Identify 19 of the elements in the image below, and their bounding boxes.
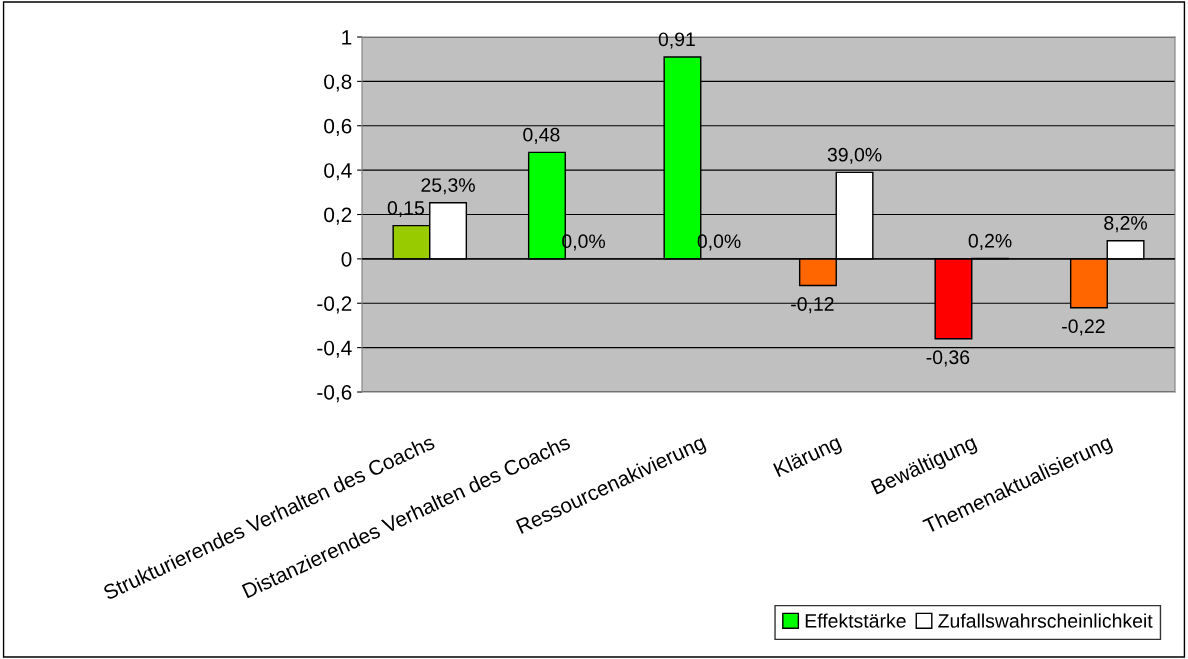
legend-label: Effektstärke <box>805 613 906 628</box>
data-label: 25,3% <box>421 178 475 195</box>
data-label: 0,91 <box>658 32 695 49</box>
data-label: 0,2% <box>968 233 1012 250</box>
y-tick-label: 0,4 <box>324 163 352 181</box>
y-tick-label: 0,6 <box>324 118 352 136</box>
y-tick-label: -0,2 <box>317 296 352 314</box>
y-tick-label: 0,2 <box>324 207 352 225</box>
data-label: 8,2% <box>1104 216 1148 233</box>
y-tick-label: 1 <box>342 30 352 45</box>
data-label: 39,0% <box>827 147 882 164</box>
y-tick-label: 0,8 <box>324 74 352 92</box>
y-tick-label: -0,6 <box>317 385 352 403</box>
data-label: -0,36 <box>926 350 970 367</box>
data-label: -0,22 <box>1062 319 1105 336</box>
y-tick-label: -0,4 <box>317 340 352 358</box>
y-tick-label: 0 <box>341 251 352 267</box>
legend-label: Zufallswahrscheinlichkeit <box>938 613 1153 628</box>
data-label: 0,48 <box>523 127 560 144</box>
